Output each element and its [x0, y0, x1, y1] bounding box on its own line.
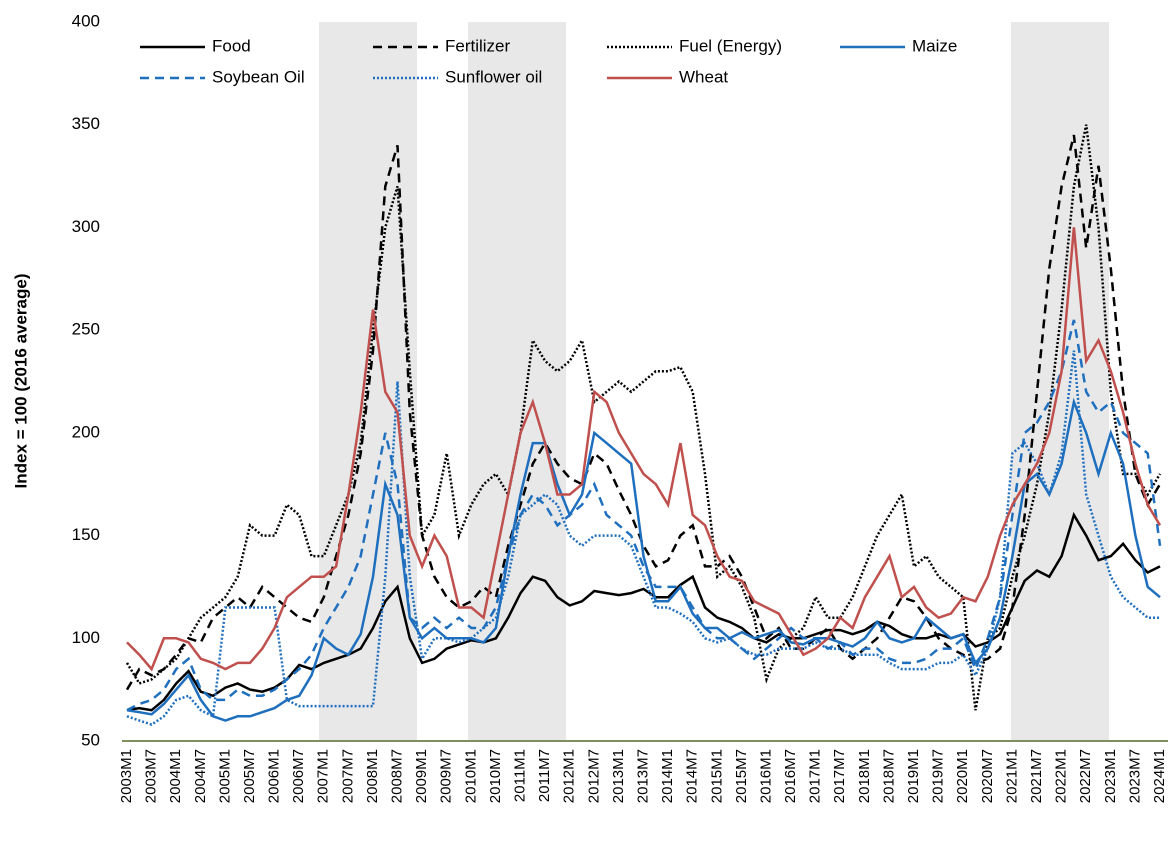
y-tick-label: 350 [72, 114, 100, 133]
x-tick-label: 2014M7 [684, 749, 701, 803]
y-tick-label: 150 [72, 525, 100, 544]
x-tick-label: 2016M7 [782, 749, 799, 803]
y-axis-label: Index = 100 (2016 average) [11, 274, 30, 489]
x-tick-label: 2006M7 [290, 749, 307, 803]
legend-label: Food [212, 36, 251, 55]
x-tick-label: 2006M1 [266, 749, 283, 803]
x-tick-label: 2017M7 [831, 749, 848, 803]
x-tick-label: 2021M7 [1028, 749, 1045, 803]
x-tick-label: 2011M7 [536, 749, 553, 802]
x-tick-label: 2013M7 [634, 749, 651, 803]
x-tick-label: 2010M7 [487, 749, 504, 803]
y-tick-label: 50 [81, 730, 100, 749]
x-tick-label: 2022M1 [1053, 749, 1070, 803]
shaded-period [468, 22, 566, 741]
x-tick-label: 2011M1 [511, 749, 528, 802]
legend-label: Fertilizer [445, 36, 511, 55]
y-tick-label: 400 [72, 11, 100, 30]
x-tick-label: 2009M1 [413, 749, 430, 803]
x-tick-label: 2004M7 [192, 749, 209, 803]
x-tick-label: 2023M1 [1102, 749, 1119, 803]
x-tick-label: 2019M7 [930, 749, 947, 803]
x-tick-label: 2016M1 [757, 749, 774, 803]
y-tick-label: 100 [72, 628, 100, 647]
x-tick-label: 2022M7 [1077, 749, 1094, 803]
x-tick-label: 2003M1 [118, 749, 135, 803]
y-tick-label: 200 [72, 422, 100, 441]
series-line [125, 134, 1162, 691]
x-tick-label: 2012M7 [585, 749, 602, 803]
x-tick-label: 2020M7 [979, 749, 996, 803]
y-tick-label: 300 [72, 217, 100, 236]
x-tick-label: 2005M1 [216, 749, 233, 803]
series-line [126, 350, 1160, 726]
legend-label: Soybean Oil [212, 67, 305, 86]
x-tick-label: 2003M7 [143, 749, 160, 803]
x-tick-label: 2017M1 [807, 749, 824, 803]
y-tick-label: 250 [72, 320, 100, 339]
series-line [126, 397, 1161, 722]
x-tick-label: 2021M1 [1003, 749, 1020, 803]
legend-label: Fuel (Energy) [679, 36, 782, 55]
x-tick-label: 2024M1 [1151, 749, 1168, 803]
series-line [126, 227, 1162, 672]
x-tick-label: 2020M1 [954, 749, 971, 803]
x-tick-label: 2023M7 [1126, 749, 1143, 803]
x-tick-label: 2010M1 [462, 749, 479, 803]
x-tick-label: 2019M1 [905, 749, 922, 803]
x-tick-label: 2004M1 [167, 749, 184, 803]
x-tick-label: 2015M1 [708, 749, 725, 803]
x-tick-label: 2018M1 [856, 749, 873, 803]
x-tick-label: 2014M1 [659, 749, 676, 803]
shaded-period [319, 22, 417, 741]
legend-label: Maize [912, 36, 957, 55]
x-tick-label: 2007M1 [315, 749, 332, 803]
x-tick-label: 2015M7 [733, 749, 750, 803]
legend-label: Sunflower oil [445, 67, 542, 86]
x-tick-label: 2018M7 [880, 749, 897, 803]
series-line [126, 319, 1162, 712]
x-tick-label: 2009M7 [438, 749, 455, 803]
x-tick-label: 2008M7 [389, 749, 406, 803]
x-tick-label: 2007M7 [339, 749, 356, 803]
x-tick-label: 2013M1 [610, 749, 627, 803]
legend-label: Wheat [679, 67, 728, 86]
x-tick-label: 2008M1 [364, 749, 381, 803]
x-tick-label: 2005M7 [241, 749, 258, 803]
x-tick-label: 2012M1 [561, 749, 578, 803]
